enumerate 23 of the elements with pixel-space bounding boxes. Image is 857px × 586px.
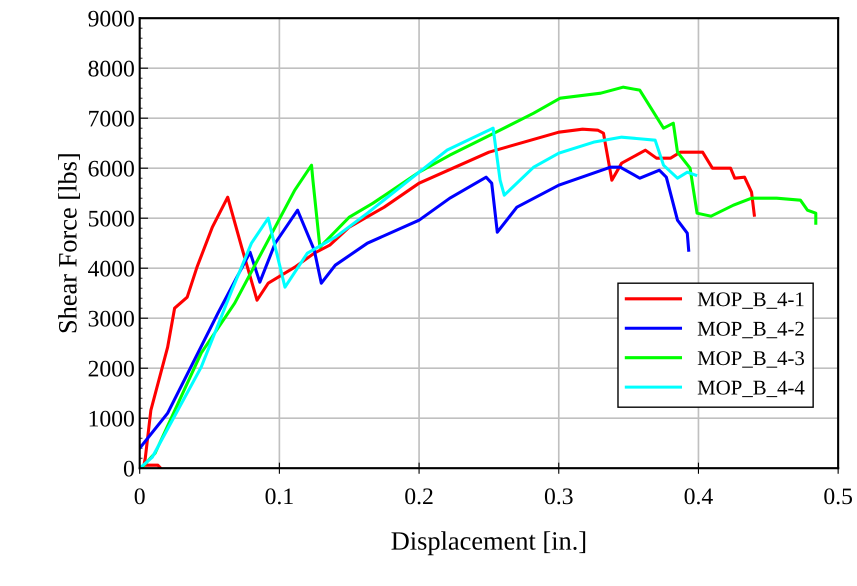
x-axis-title: Displacement [in.] xyxy=(391,531,586,556)
y-tick-label: 2000 xyxy=(88,360,134,377)
x-tick-label: 0.2 xyxy=(405,488,433,504)
y-tick-label: 8000 xyxy=(88,60,134,77)
legend-label: MOP_B_4-4 xyxy=(698,380,804,398)
y-tick-label: 6000 xyxy=(88,160,134,177)
legend-label: MOP_B_4-2 xyxy=(698,322,804,338)
y-tick-label: 9000 xyxy=(88,10,134,27)
legend-label: MOP_B_4-1 xyxy=(698,292,804,309)
x-tick-label: 0.5 xyxy=(824,488,852,504)
x-tick-label: 0.1 xyxy=(266,488,293,504)
y-tick-label: 1000 xyxy=(90,410,134,427)
y-tick-label: 5000 xyxy=(88,210,134,227)
y-tick-label: 4000 xyxy=(88,260,134,277)
y-tick-label: 7000 xyxy=(89,110,134,127)
x-tick-label: 0.3 xyxy=(544,488,573,504)
x-tick-label: 0 xyxy=(134,488,145,504)
legend-label: MOP_B_4-3 xyxy=(698,351,804,368)
y-axis-title: Shear Force [lbs] xyxy=(58,154,80,332)
line-series xyxy=(140,166,690,450)
y-tick-label: 3000 xyxy=(88,310,134,327)
y-tick-label: 0 xyxy=(124,460,134,477)
x-tick-label: 0.4 xyxy=(684,488,713,504)
